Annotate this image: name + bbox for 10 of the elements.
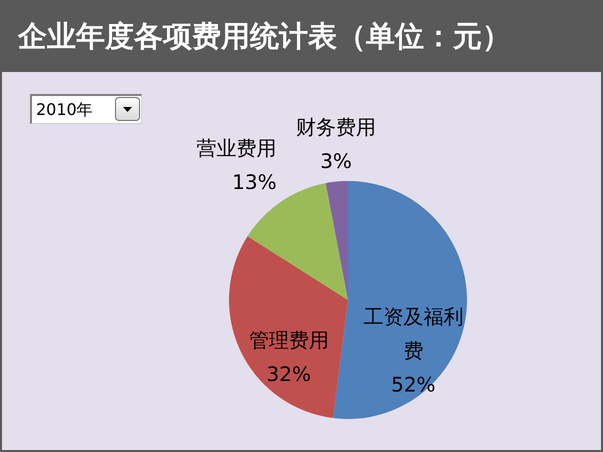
- slice-label: 营业费用: [196, 136, 277, 160]
- data-label: 3%: [320, 148, 352, 173]
- data-label: 52%: [391, 372, 436, 396]
- slice-label: 财务费用: [296, 114, 376, 139]
- data-label: 32%: [266, 362, 312, 386]
- slice-label: 工资及福利费: [363, 304, 464, 362]
- slice-label: 管理费用: [248, 328, 329, 352]
- chart-title: 企业年度各项费用统计表（单位：元）: [18, 18, 511, 55]
- dropdown: 2010年: [30, 94, 142, 124]
- data-label: 13%: [232, 170, 277, 194]
